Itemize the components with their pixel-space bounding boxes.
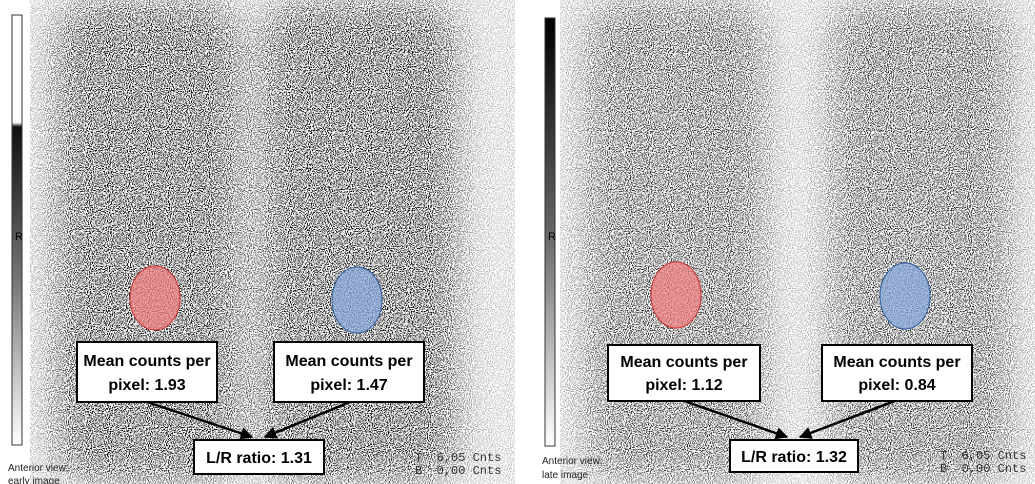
roi-text: pixel: 1.12	[645, 377, 722, 394]
roi-text: pixel: 1.47	[310, 377, 387, 394]
right-roi	[879, 262, 931, 330]
arrow	[683, 399, 789, 440]
roi-text: pixel: 0.84	[858, 377, 935, 394]
roi-box	[273, 341, 425, 403]
caption: late image	[542, 470, 589, 481]
roi-text: Mean counts per	[285, 353, 412, 370]
caption: Anterior view;	[8, 463, 69, 474]
roi-box	[76, 341, 218, 403]
panel-early: R Mean counts per pixel: 1.93 Mean count…	[8, 0, 515, 484]
roi-text: Mean counts per	[620, 354, 747, 371]
roi-text: Mean counts per	[83, 353, 210, 370]
caption: Anterior view;	[542, 456, 603, 467]
ratio-text: L/R ratio: 1.32	[741, 449, 847, 466]
ratio-text: L/R ratio: 1.31	[206, 450, 312, 467]
b-label: B 0,00 Cnts	[415, 464, 501, 478]
color-scale	[544, 17, 556, 447]
roi-text: Mean counts per	[833, 354, 960, 371]
arrow	[146, 400, 254, 440]
arrow	[798, 399, 896, 439]
t-label: T 6,05 Cnts	[415, 451, 501, 465]
scan-noise	[30, 0, 515, 484]
arrow	[263, 400, 351, 439]
scan-noise	[560, 0, 1035, 484]
scale-label: R	[15, 231, 23, 243]
roi-box	[607, 344, 761, 402]
left-roi	[129, 265, 181, 331]
t-label: T 6,05 Cnts	[940, 449, 1026, 463]
ratio-box	[193, 439, 325, 475]
right-roi	[331, 266, 383, 334]
roi-text: pixel: 1.93	[108, 377, 185, 394]
panel-late: R Mean counts per pixel: 1.12 Mean count…	[542, 0, 1035, 484]
roi-box	[821, 344, 973, 402]
color-scale	[11, 14, 23, 446]
ratio-box	[729, 439, 859, 473]
scale-label: R	[548, 231, 556, 243]
b-label: B 0,00 Cnts	[940, 462, 1026, 476]
left-roi	[650, 261, 702, 329]
caption: early image	[8, 476, 60, 484]
